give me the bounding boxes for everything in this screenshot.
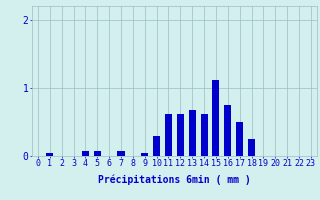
Bar [141, 153, 148, 156]
Bar [236, 122, 243, 156]
Bar [94, 151, 101, 156]
Bar [248, 139, 255, 156]
Bar [46, 153, 53, 156]
Bar [201, 114, 208, 156]
Bar [189, 110, 196, 156]
Bar [153, 136, 160, 156]
Bar [82, 151, 89, 156]
Bar [177, 114, 184, 156]
Bar [212, 80, 220, 156]
Bar [224, 105, 231, 156]
X-axis label: Précipitations 6min ( mm ): Précipitations 6min ( mm ) [98, 174, 251, 185]
Bar [165, 114, 172, 156]
Bar [117, 151, 124, 156]
